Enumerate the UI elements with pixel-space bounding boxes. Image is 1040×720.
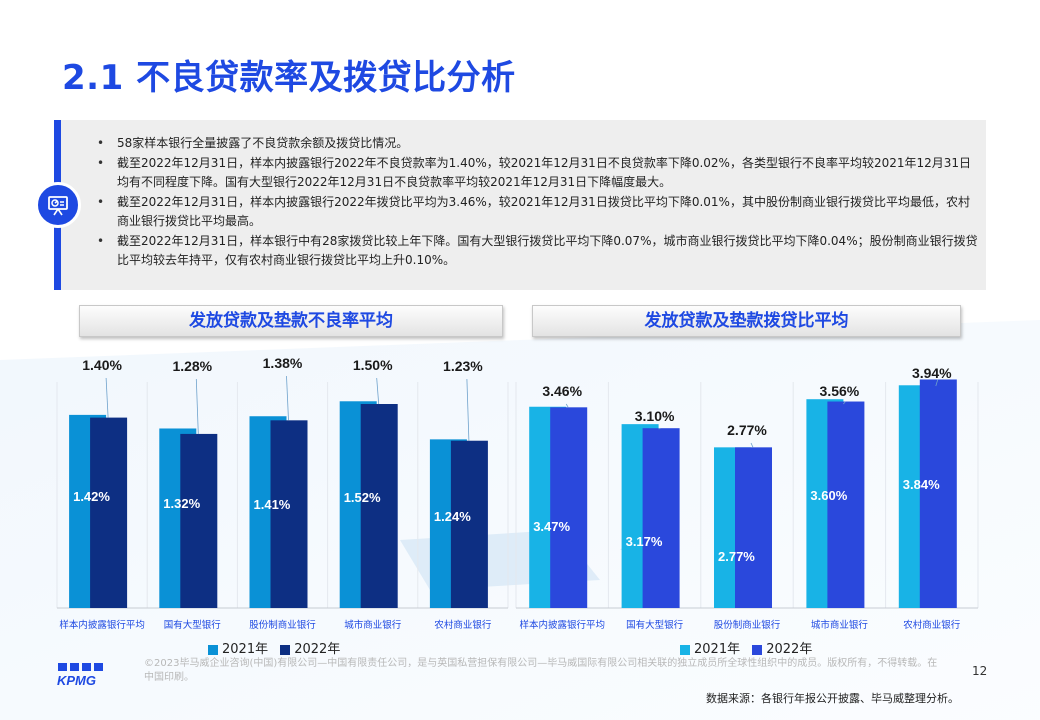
data-label-2021: 3.84% xyxy=(903,477,940,492)
data-label-2022: 3.94% xyxy=(912,365,952,381)
bar-2022 xyxy=(270,420,308,608)
bar-2022 xyxy=(360,404,398,608)
category-label: 国有大型银行 xyxy=(164,619,222,631)
category-label: 样本内披露银行平均 xyxy=(519,619,605,631)
bar-chart-0: 1.40% 1.42% 样本内披露银行平均 1.28% 1.32% 国有大型银行 1.38%… xyxy=(56,355,509,631)
kpmg-logo: KPMG xyxy=(57,663,103,688)
legend-item-2022: 2022年 xyxy=(280,638,340,657)
data-label-2022: 3.46% xyxy=(542,383,582,399)
legend-swatch xyxy=(208,644,218,655)
label-leader-line xyxy=(466,378,470,441)
legend-item-2021: 2021年 xyxy=(680,638,740,657)
legend-swatch xyxy=(752,644,763,655)
category-label: 城市商业银行 xyxy=(811,619,869,631)
bar-2022 xyxy=(827,401,865,608)
label-leader-line xyxy=(935,379,939,387)
data-label-2021: 1.24% xyxy=(434,509,471,524)
category-label: 样本内披露银行平均 xyxy=(59,619,145,631)
data-label-2021: 3.17% xyxy=(626,534,663,549)
copyright-note: ©2023毕马威企业咨询(中国)有限公司—中国有限责任公司，是与英国私营担保有限… xyxy=(144,658,938,683)
label-leader-line xyxy=(750,442,754,448)
page-number: 12 xyxy=(972,664,988,678)
data-label-2021: 3.47% xyxy=(533,519,570,534)
data-label-2022: 1.38% xyxy=(263,355,303,371)
bar-2022 xyxy=(919,379,957,608)
logo-text: KPMG xyxy=(57,673,96,688)
summary-bullet: 截至2022年12月31日，样本内披露银行2022年拨贷比平均为3.46%，较2… xyxy=(91,193,978,232)
bar-2022 xyxy=(90,417,128,608)
data-label-2021: 2.77% xyxy=(718,549,755,564)
category-label: 农村商业银行 xyxy=(903,619,961,631)
legend-swatch xyxy=(680,644,690,655)
data-label-2022: 2.77% xyxy=(727,422,767,438)
data-label-2022: 3.10% xyxy=(635,408,675,424)
label-leader-line xyxy=(286,375,289,421)
legend-swatch xyxy=(280,644,291,655)
legend-label: 2021年 xyxy=(694,642,741,657)
legend-label: 2022年 xyxy=(766,642,813,657)
source-note: 数据来源：各银行年报公开披露、毕马威整理分析。 xyxy=(706,692,959,705)
label-leader-line xyxy=(658,427,661,430)
data-label-2021: 1.42% xyxy=(73,489,110,504)
bar-2022 xyxy=(180,433,218,608)
data-label-2022: 1.50% xyxy=(353,357,393,373)
summary-bullets: 58家样本银行全量披露了不良贷款余额及拨贷比情况。 截至2022年12月31日，… xyxy=(91,134,978,271)
summary-bullet: 58家样本银行全量披露了不良贷款余额及拨贷比情况。 xyxy=(91,134,978,154)
label-leader-line xyxy=(843,401,846,405)
category-label: 农村商业银行 xyxy=(434,619,492,631)
chart-title-provision: 发放贷款及垫款拨贷比平均 xyxy=(532,305,961,337)
bar-2022 xyxy=(735,447,772,608)
data-label-2021: 1.32% xyxy=(163,496,200,511)
bar-2022 xyxy=(642,428,680,608)
label-leader-line xyxy=(565,403,569,408)
presentation-board-icon xyxy=(35,182,81,228)
label-leader-line xyxy=(105,377,109,418)
data-label-2021: 3.60% xyxy=(810,488,847,503)
category-label: 国有大型银行 xyxy=(626,619,684,631)
data-label-2021: 1.52% xyxy=(344,490,381,505)
bar-chart-1: 3.46% 3.47% 样本内披露银行平均 3.10% 3.17% 国有大型银行 2.77%… xyxy=(515,365,979,631)
label-leader-line xyxy=(376,377,380,405)
category-label: 股份制商业银行 xyxy=(249,619,316,631)
summary-bullet: 截至2022年12月31日，样本银行中有28家拨贷比较上年下降。国有大型银行拨贷… xyxy=(91,232,978,271)
data-label-2022: 3.56% xyxy=(820,383,860,399)
category-label: 股份制商业银行 xyxy=(714,619,781,631)
bar-2022 xyxy=(550,407,588,608)
legend-provision: 2021年 2022年 xyxy=(680,638,820,657)
label-leader-line xyxy=(195,378,199,434)
chart-title-npl: 发放贷款及垫款不良率平均 xyxy=(79,305,503,337)
data-label-2021: 1.41% xyxy=(254,497,291,512)
data-label-2022: 1.28% xyxy=(172,358,212,374)
page-title: 2.1 不良贷款率及拨贷比分析 xyxy=(62,58,516,98)
category-label: 城市商业银行 xyxy=(344,619,402,631)
legend-label: 2022年 xyxy=(294,642,341,657)
bar-2022 xyxy=(450,440,488,608)
data-label-2022: 1.23% xyxy=(443,358,483,374)
legend-label: 2021年 xyxy=(222,642,269,657)
legend-npl: 2021年 2022年 xyxy=(208,638,348,657)
legend-item-2021: 2021年 xyxy=(208,638,268,657)
summary-box: 58家样本银行全量披露了不良贷款余额及拨贷比情况。 截至2022年12月31日，… xyxy=(35,120,986,290)
summary-bullet: 截至2022年12月31日，样本内披露银行2022年不良贷款率为1.40%，较2… xyxy=(91,154,978,193)
legend-item-2022: 2022年 xyxy=(752,638,812,657)
data-label-2022: 1.40% xyxy=(82,357,122,373)
